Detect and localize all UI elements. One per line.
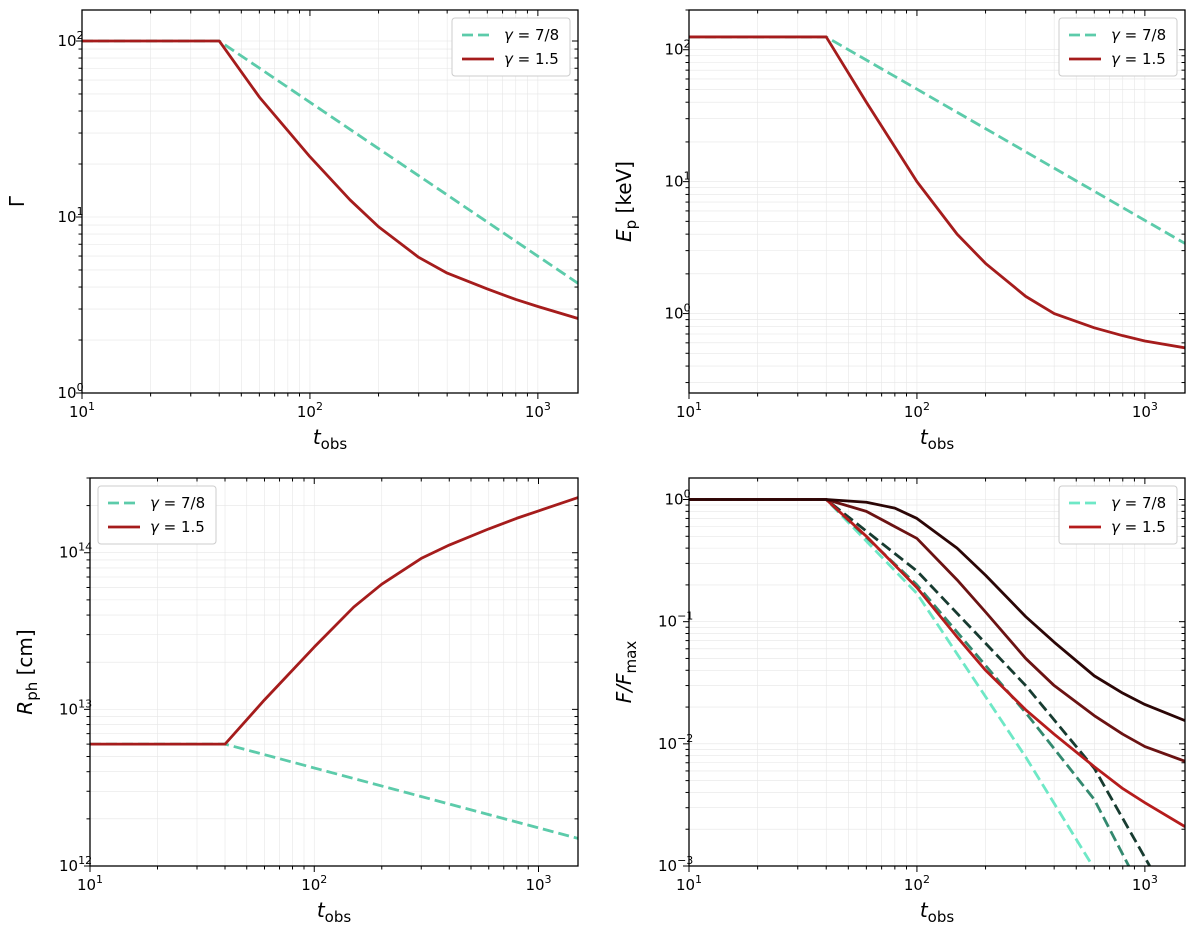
chart-0-ytick-label: 102 (58, 29, 84, 50)
chart-2-legend-box (97, 485, 217, 545)
chart-3-series-4-line (689, 498, 1185, 763)
chart-0-grid (82, 10, 578, 393)
chart-2-legend-label: γ = 1.5 (150, 518, 205, 536)
chart-3-legend: γ = 7/8 γ = 1.5 (1058, 485, 1178, 545)
chart-3-ylabel: F/Fmax (612, 641, 640, 704)
chart-1-ylabel: Ep [keV] (612, 161, 640, 242)
chart-1-ytick-label: 102 (665, 38, 691, 59)
chart-3-series-2-line (689, 498, 1151, 866)
chart-3-series-5-line (689, 498, 1185, 722)
chart-0-xlabel: tobs (313, 425, 348, 453)
chart-2-legend: γ = 7/8 γ = 1.5 (97, 485, 217, 545)
chart-3-xtick-label: 102 (904, 873, 930, 894)
chart-3-ytick-label: 10−1 (658, 610, 693, 631)
chart-3-legend-box (1058, 485, 1178, 545)
chart-3-ytick-label: 10−3 (658, 854, 693, 875)
chart-0-series-1-line (82, 39, 578, 320)
chart-0-legend-label: γ = 7/8 (504, 26, 559, 44)
chart-2-xtick-label: 101 (77, 873, 103, 894)
chart-0-ytick-label: 100 (58, 381, 84, 402)
chart-photospheric-radius: 101 102 103 1012 1013 1014 tobs Rph [cm] γ = 7/8… (13, 477, 579, 926)
chart-3-ytick-label: 10−2 (658, 732, 693, 753)
chart-2-legend-label: γ = 7/8 (150, 494, 205, 512)
chart-0-frame (81, 9, 579, 394)
chart-2-series-1-line (90, 496, 578, 746)
chart-0-legend: γ = 7/8 γ = 1.5 (451, 17, 571, 77)
chart-2-xlabel: tobs (317, 898, 352, 926)
chart-2-xtick-label: 102 (301, 873, 327, 894)
chart-0-xtick-label: 103 (525, 400, 551, 421)
chart-1-xtick-label: 102 (904, 400, 930, 421)
chart-2-frame (89, 477, 579, 867)
chart-0-legend-box (451, 17, 571, 77)
chart-1-legend: γ = 7/8 γ = 1.5 (1058, 17, 1178, 77)
chart-1-xtick-label: 101 (676, 400, 702, 421)
chart-0-ylabel: Γ (5, 195, 29, 207)
chart-1-grid (689, 10, 1185, 393)
chart-3-xtick-label: 103 (1132, 873, 1158, 894)
chart-1-legend-box (1058, 17, 1178, 77)
chart-2-ytick-label: 1013 (59, 697, 92, 718)
chart-3-series-1-line (689, 498, 1131, 866)
chart-0-xtick-label: 102 (297, 400, 323, 421)
chart-3-ytick-label: 100 (665, 488, 691, 509)
chart-2-ytick-label: 1012 (59, 854, 92, 875)
chart-3-legend-label: γ = 7/8 (1111, 494, 1166, 512)
chart-1-xtick-label: 103 (1132, 400, 1158, 421)
chart-1-ytick-label: 101 (665, 170, 691, 191)
chart-0-xtick-label: 101 (69, 400, 95, 421)
chart-3-legend-label: γ = 1.5 (1111, 518, 1166, 536)
chart-1-legend-label: γ = 7/8 (1111, 26, 1166, 44)
chart-3-series-3-line (689, 498, 1185, 828)
chart-0-legend-label: γ = 1.5 (504, 50, 559, 68)
chart-2-ytick-label: 1014 (59, 541, 92, 562)
chart-3-xtick-label: 101 (676, 873, 702, 894)
chart-1-ytick-label: 100 (665, 302, 691, 323)
chart-2-ylabel: Rph [cm] (13, 629, 41, 714)
chart-1-series-1-line (689, 35, 1185, 350)
chart-0-ytick-label: 101 (58, 205, 84, 226)
chart-1-frame (688, 9, 1186, 394)
chart-3-frame (688, 477, 1186, 867)
chart-1-legend-label: γ = 1.5 (1111, 50, 1166, 68)
chart-2-xtick-label: 103 (525, 873, 551, 894)
chart-1-xlabel: tobs (920, 425, 955, 453)
chart-3-series-0-line (689, 498, 1094, 866)
chart-3-xlabel: tobs (920, 898, 955, 926)
